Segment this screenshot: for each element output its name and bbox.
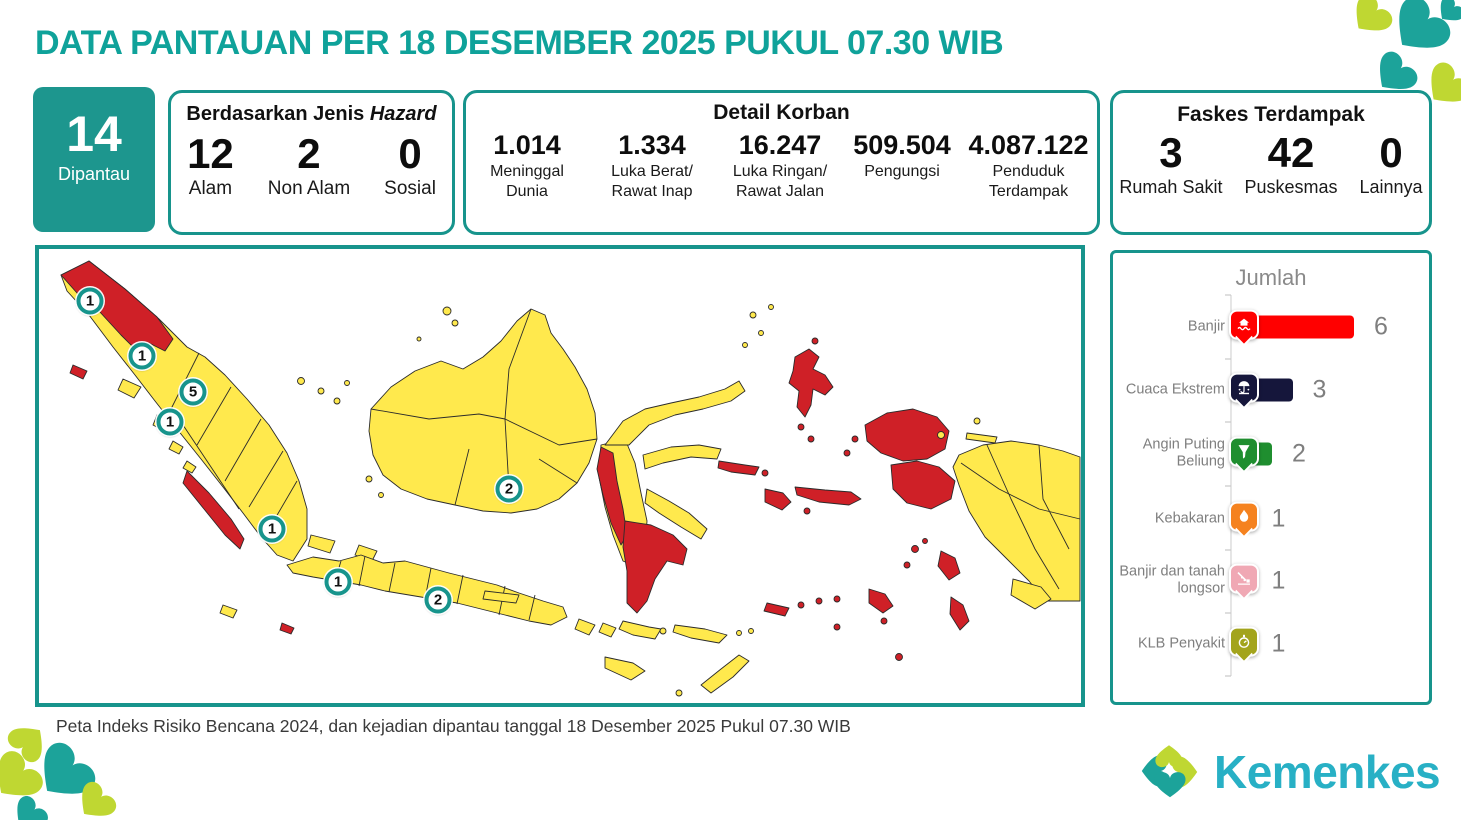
stat-puskesmas-label: Puskesmas — [1244, 177, 1338, 198]
stat-puskesmas: 42 Puskesmas — [1244, 129, 1338, 199]
map-marker-sumatera-barat: 1 — [156, 408, 184, 436]
hazard-title-regular: Berdasarkan Jenis — [186, 103, 370, 125]
bar-value-klb-penyakit: 1 — [1271, 629, 1286, 658]
stat-pengungsi-label: Pengungsi — [864, 163, 940, 181]
stat-sosial-label: Sosial — [384, 178, 436, 200]
chart-label-klb-penyakit: KLB Penyakit — [1137, 635, 1225, 652]
page-title: DATA PANTAUAN PER 18 DESEMBER 2025 PUKUL… — [35, 24, 1004, 62]
bar-banjir — [1231, 315, 1354, 339]
stat-penduduk-label: Penduduk Terdampak — [988, 163, 1069, 200]
stat-non-alam-label: Non Alam — [267, 178, 351, 200]
stat-luka-ringan-value: 16.247 — [738, 130, 822, 160]
stat-non-alam-value: 2 — [297, 130, 321, 177]
stat-puskesmas-value: 42 — [1267, 129, 1315, 176]
hazard-title-italic: Hazard — [369, 103, 437, 125]
stat-lainnya-label: Lainnya — [1359, 177, 1423, 198]
kemenkes-logo: Kemenkes — [1138, 740, 1441, 804]
kemenkes-logo-mark — [1141, 745, 1198, 798]
stat-alam: 12 Alam — [187, 130, 234, 201]
stat-alam-label: Alam — [188, 178, 233, 200]
casualty-detail-card: Detail Korban 1.014 Meninggal Dunia 1.33… — [463, 90, 1100, 235]
indonesia-map — [60, 260, 1081, 697]
incident-count-chart-panel: Jumlah Banjir 6 Cuaca Ekstrem 3 — [1110, 250, 1432, 705]
fire-icon — [1229, 501, 1259, 532]
map-marker-sumatera-utara: 1 — [128, 342, 156, 370]
kalimantan-group — [365, 308, 598, 514]
stat-pengungsi: 509.504 Pengungsi — [844, 131, 960, 182]
stat-penduduk: 4.087.122 Penduduk Terdampak — [960, 131, 1097, 201]
monitored-label: Dipantau — [57, 164, 131, 184]
stat-meninggal-label: Meninggal Dunia — [490, 163, 564, 200]
outbreak-icon — [1229, 626, 1259, 657]
papua-group — [843, 408, 1081, 610]
stat-meninggal: 1.014 Meninggal Dunia — [466, 131, 588, 201]
map-marker-jawa-timur: 2 — [424, 586, 452, 614]
stat-lainnya: 0 Lainnya — [1359, 129, 1423, 199]
tornado-icon — [1229, 436, 1259, 467]
stat-pengungsi-value: 509.504 — [853, 130, 951, 160]
map-marker-riau: 5 — [179, 378, 207, 406]
stat-non-alam: 2 Non Alam — [267, 130, 351, 201]
stat-luka-berat: 1.334 Luka Berat/ Rawat Inap — [588, 131, 716, 201]
stat-alam-value: 12 — [187, 130, 234, 177]
map-marker-aceh: 1 — [76, 287, 104, 315]
hazard-card-title: Berdasarkan Jenis Hazard — [171, 103, 452, 126]
maluku-group — [717, 337, 862, 515]
chart-title: Jumlah — [1235, 265, 1307, 290]
bar-value-banjir: 6 — [1374, 312, 1388, 341]
map-marker-jawa-barat: 1 — [324, 568, 352, 596]
chart-label-kebakaran: Kebakaran — [1154, 510, 1225, 527]
map-caption: Peta Indeks Risiko Bencana 2024, dan kej… — [56, 716, 851, 736]
flood-icon — [1229, 309, 1259, 340]
chart-label-banjir-longsor: Banjir dan tanah longsor — [1119, 563, 1225, 597]
stat-luka-ringan: 16.247 Luka Ringan/ Rawat Jalan — [716, 131, 844, 201]
chart-axis — [1225, 294, 1232, 677]
stat-sosial-value: 0 — [398, 130, 422, 177]
stat-luka-berat-value: 1.334 — [618, 130, 686, 160]
stat-sosial: 0 Sosial — [384, 130, 436, 201]
chart-label-cuaca-ekstrem: Cuaca Ekstrem — [1125, 381, 1225, 398]
map-marker-kalimantan-selatan: 2 — [495, 475, 523, 503]
corner-decoration-bottom-left — [0, 716, 118, 820]
chart-label-banjir: Banjir — [1187, 318, 1225, 335]
monitored-count-card: 14 Dipantau — [33, 87, 155, 232]
stat-rumah-sakit-value: 3 — [1159, 129, 1183, 176]
stat-rumah-sakit: 3 Rumah Sakit — [1119, 129, 1223, 199]
stat-meninggal-value: 1.014 — [493, 130, 561, 160]
bar-value-cuaca-ekstrem: 3 — [1312, 375, 1327, 404]
faskes-card-title: Faskes Terdampak — [1177, 103, 1365, 126]
health-facility-card: Faskes Terdampak 3 Rumah Sakit 42 Puskes… — [1110, 90, 1432, 235]
stat-lainnya-value: 0 — [1379, 129, 1403, 176]
monitored-count: 14 — [66, 106, 122, 162]
stat-luka-berat-label: Luka Berat/ Rawat Inap — [611, 163, 693, 200]
stat-rumah-sakit-label: Rumah Sakit — [1119, 177, 1223, 198]
hazard-type-card: Berdasarkan Jenis Hazard 12 Alam 2 Non A… — [168, 90, 455, 235]
stat-luka-ringan-label: Luka Ringan/ Rawat Jalan — [732, 163, 828, 200]
extreme-weather-icon — [1229, 372, 1259, 403]
stat-penduduk-value: 4.087.122 — [968, 130, 1089, 160]
map-marker-sumatera-selatan: 1 — [258, 515, 286, 543]
bar-value-kebakaran: 1 — [1271, 504, 1286, 533]
kemenkes-logo-text: Kemenkes — [1214, 746, 1441, 798]
sulawesi-group — [596, 304, 774, 614]
chart-label-angin-puting-beliung: Angin Puting Beliung — [1142, 436, 1225, 470]
landslide-icon — [1229, 563, 1259, 594]
korban-card-title: Detail Korban — [713, 101, 850, 124]
bar-value-angin-puting-beliung: 2 — [1292, 439, 1306, 468]
bar-value-banjir-longsor: 1 — [1271, 566, 1286, 595]
